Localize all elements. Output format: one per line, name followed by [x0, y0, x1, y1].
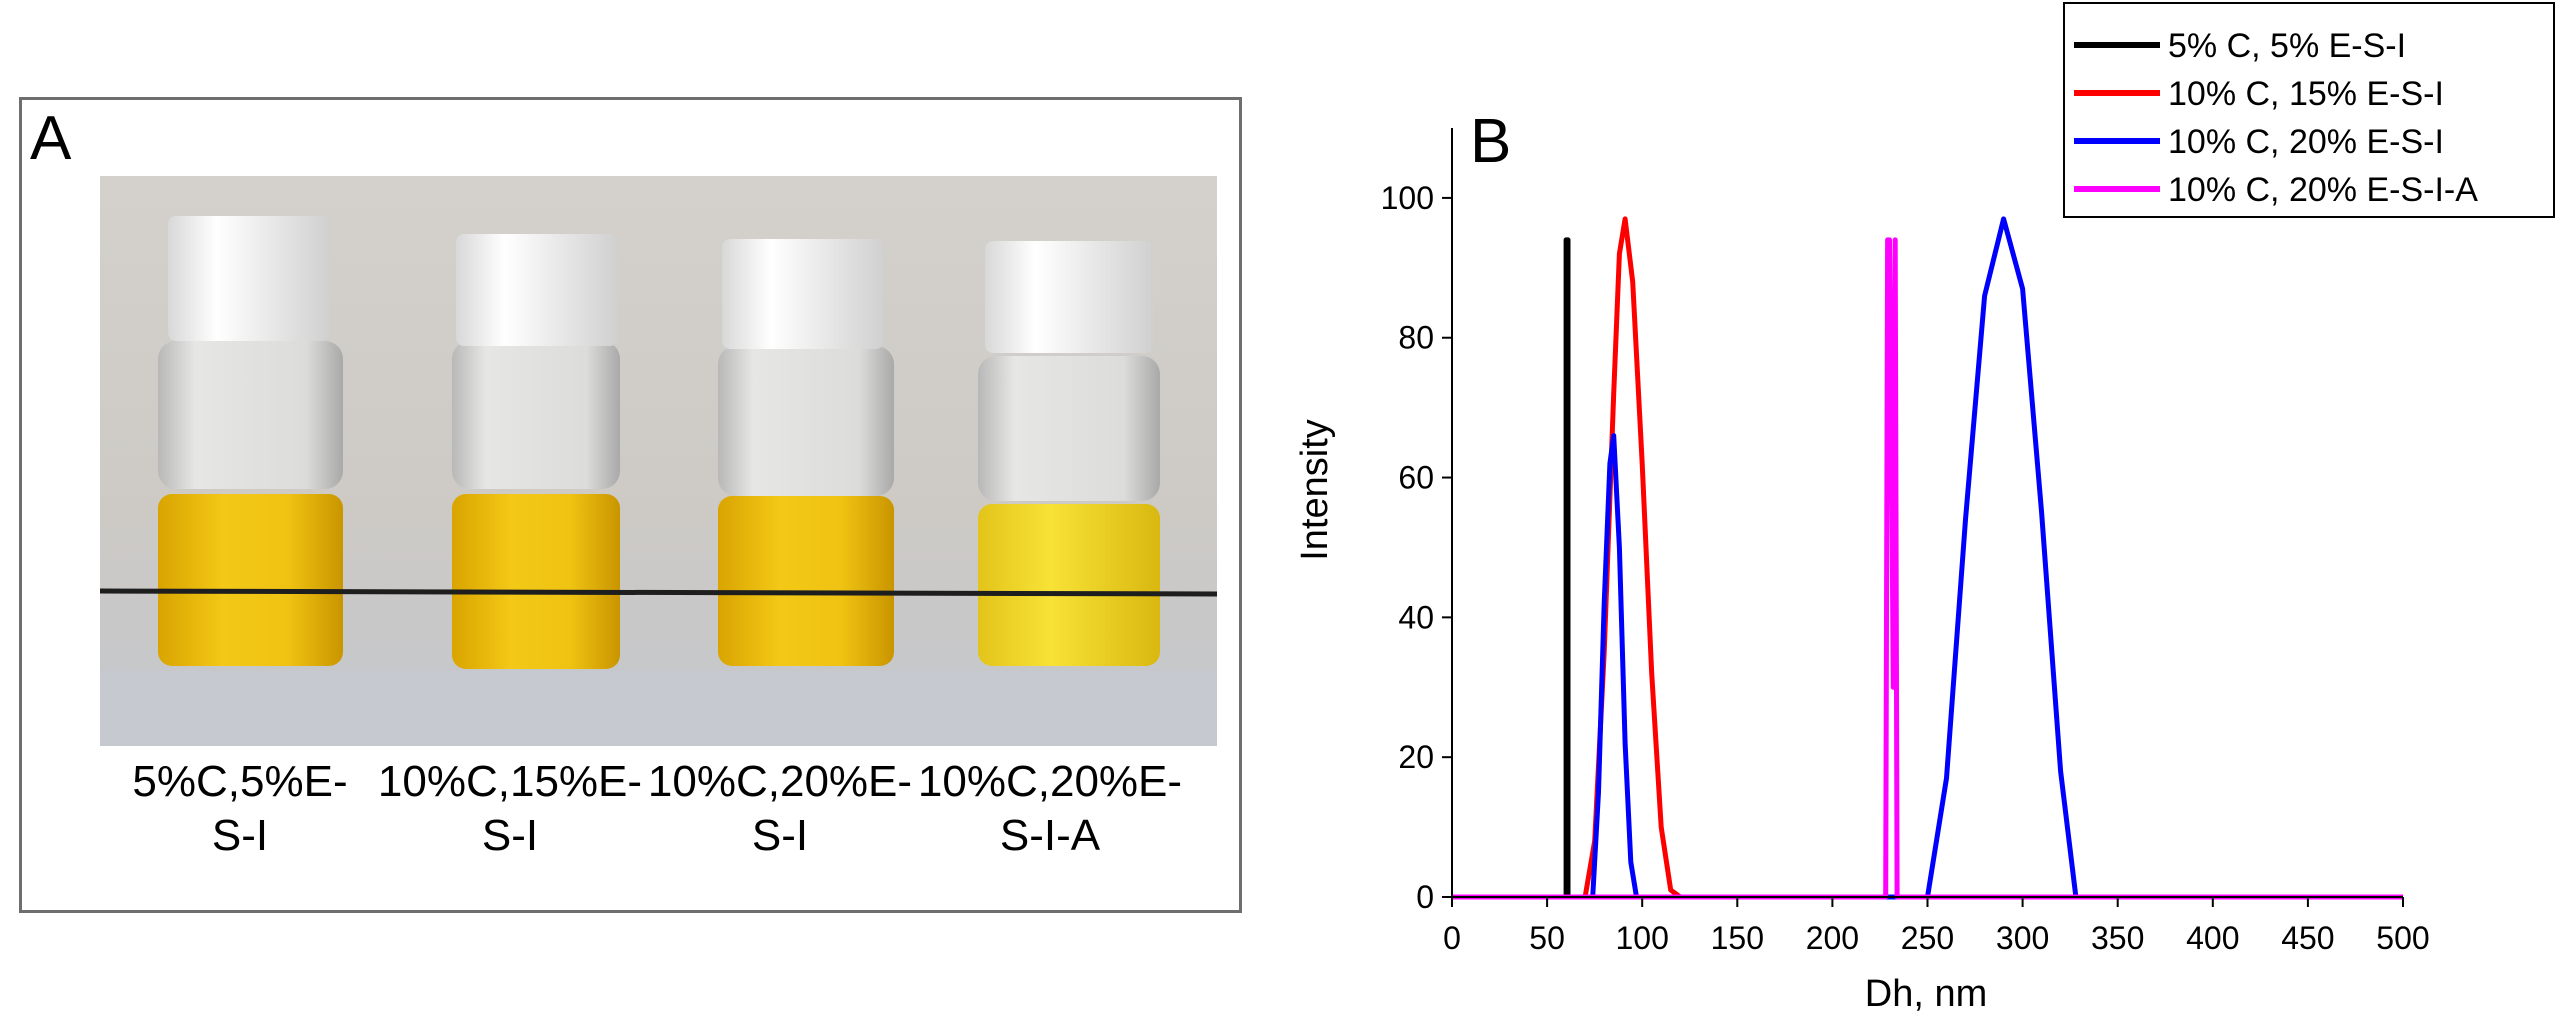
series-line-2 — [1452, 216, 2403, 900]
x-axis-label: Dh, nm — [1865, 973, 1987, 1015]
panel-a-letter: A — [30, 104, 72, 173]
x-tick-label: 0 — [1443, 920, 1461, 956]
legend-label-2: 10% C, 15% E-S-I — [2168, 75, 2444, 113]
legend-box — [2063, 2, 2555, 218]
vial-label-3: 10%C,20%E- S-I — [647, 757, 913, 860]
vial-label-2: 10%C,15%E- S-I — [377, 757, 643, 860]
legend: 5% C, 5% E-S-I 10% C, 15% E-S-I 10% C, 20%… — [2063, 2, 2555, 218]
series-line-4 — [1452, 237, 2403, 900]
vial-label-1: 5%C,5%E- S-I — [132, 757, 348, 860]
legend-label-3: 10% C, 20% E-S-I — [2168, 123, 2444, 161]
y-tick-label: 100 — [1381, 180, 1434, 216]
axis-layer — [1451, 128, 2403, 898]
panel-b-letter: B — [1470, 107, 1511, 176]
x-tick-label: 250 — [1901, 920, 1954, 956]
y-tick-label: 60 — [1398, 460, 1434, 496]
series-line-1 — [1563, 237, 1571, 897]
y-tick-label: 20 — [1398, 739, 1434, 775]
x-tick-label: 500 — [2376, 920, 2429, 956]
x-tick-label: 450 — [2281, 920, 2334, 956]
series-layer — [1452, 216, 2403, 900]
x-tick-label: 200 — [1806, 920, 1859, 956]
x-tick-label: 300 — [1996, 920, 2049, 956]
tick-layer: 0 50 100 150 200 250 300 350 400 450 500 0 20 40 60 80 1… — [1381, 180, 2430, 956]
x-tick-label: 350 — [2091, 920, 2144, 956]
y-axis-label: Intensity — [1294, 419, 1336, 561]
vial-photo — [100, 176, 1217, 746]
vial-label-4: 10%C,20%E- S-I-A — [917, 757, 1183, 860]
y-tick-label: 80 — [1398, 320, 1434, 356]
legend-label-4: 10% C, 20% E-S-I-A — [2168, 171, 2478, 209]
x-tick-label: 100 — [1616, 920, 1669, 956]
x-tick-label: 50 — [1529, 920, 1565, 956]
x-tick-label: 400 — [2186, 920, 2239, 956]
legend-label-1: 5% C, 5% E-S-I — [2168, 27, 2406, 65]
x-tick-label: 150 — [1711, 920, 1764, 956]
y-tick-label: 0 — [1416, 879, 1434, 915]
y-tick-label: 40 — [1398, 599, 1434, 635]
